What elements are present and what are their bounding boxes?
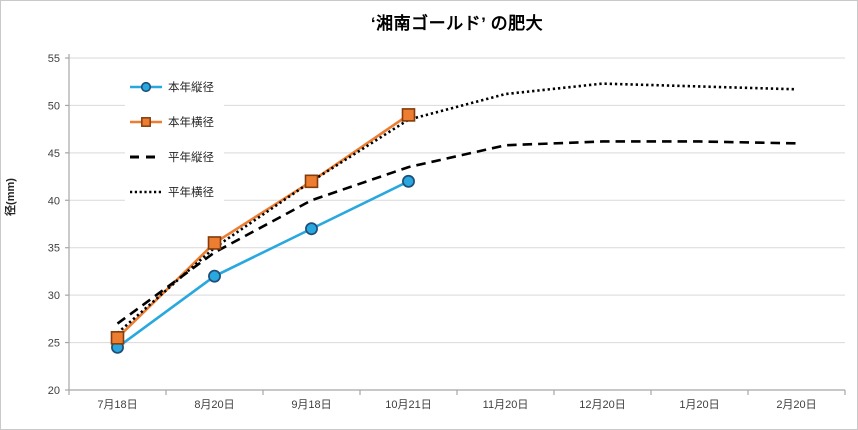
legend-item-average-vertical: 平年縦径: [129, 139, 214, 174]
y-tick-label: 50: [48, 100, 60, 112]
data-point-square: [401, 108, 416, 122]
x-tick-label: 9月18日: [291, 399, 331, 411]
y-tick-label: 35: [48, 243, 60, 255]
legend-item-average-horizontal: 平年横径: [129, 174, 214, 209]
y-tick-label: 20: [48, 385, 60, 397]
data-point-circle: [402, 174, 415, 188]
data-point-square: [110, 331, 125, 345]
y-tick-label: 30: [48, 290, 60, 302]
chart-title: ‘湘南ゴールド’ の肥大: [370, 14, 544, 33]
legend-swatch-solid-square-icon: [130, 116, 162, 127]
y-tick-label: 55: [48, 53, 60, 65]
legend-item-current-vertical: 本年縦径: [129, 69, 214, 104]
legend: 本年縦径 本年横径 平年縦径 平年横径: [125, 65, 224, 213]
x-tick-label: 11月20日: [483, 399, 529, 411]
legend-label: 平年横径: [168, 186, 214, 199]
legend-label: 本年縦径: [168, 81, 214, 94]
x-tick-label: 8月20日: [194, 399, 234, 411]
data-point-circle: [305, 222, 318, 236]
series-line-dashed: [116, 140, 797, 325]
y-tick-label: 25: [48, 338, 60, 350]
x-tick-label: 10月21日: [385, 399, 431, 411]
data-point-circle: [208, 269, 221, 283]
series-line-solid-circle: [116, 180, 410, 349]
legend-item-current-horizontal: 本年横径: [129, 104, 214, 139]
series-line-dotted: [116, 82, 797, 335]
legend-label: 平年縦径: [168, 151, 214, 164]
y-tick-label: 40: [48, 195, 60, 207]
legend-swatch-dotted-line-icon: [130, 190, 162, 193]
legend-label: 本年横径: [168, 116, 214, 129]
x-tick-label: 2月20日: [776, 399, 816, 411]
x-tick-label: 7月18日: [97, 399, 137, 411]
x-tick-label: 12月20日: [579, 399, 625, 411]
legend-swatch-dashed-line-icon: [130, 155, 162, 158]
y-tick-label: 45: [48, 148, 60, 160]
data-point-square: [304, 174, 319, 189]
legend-swatch-solid-circle-icon: [130, 81, 162, 92]
x-tick-label: 1月20日: [679, 399, 719, 411]
data-point-square: [207, 236, 222, 250]
